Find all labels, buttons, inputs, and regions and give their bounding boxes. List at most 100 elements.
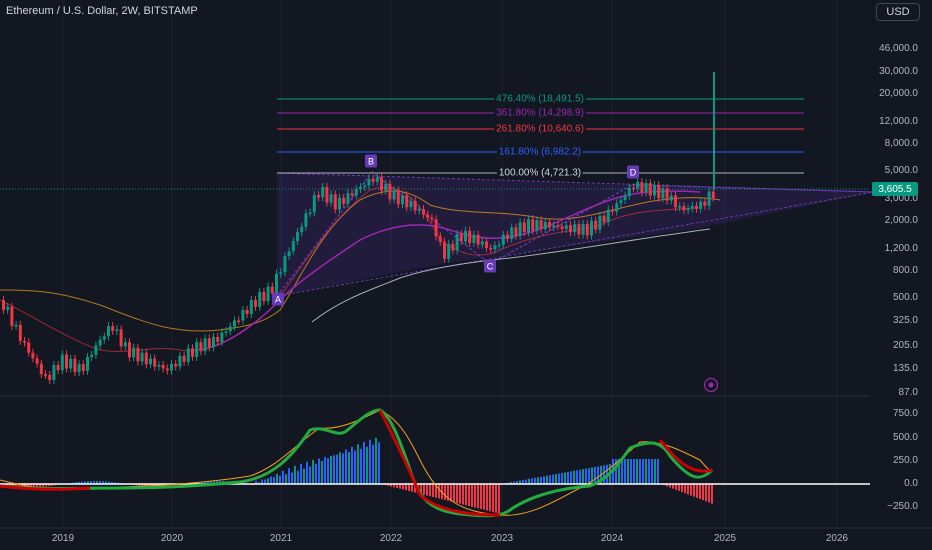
candle-body [401,195,404,205]
histogram-bar [39,484,41,487]
candle-body [632,187,635,190]
histogram-bar [171,484,173,487]
candle-body [39,363,43,375]
candle-body [233,320,236,327]
price-tick: 500.0 [892,292,918,303]
histogram-bar [669,484,671,488]
candle-body [249,299,253,314]
histogram-bar [378,442,380,484]
candle-body [140,352,144,362]
histogram-bar [327,458,329,484]
histogram-bar [369,439,371,484]
histogram-bar [624,459,626,484]
histogram-bar [465,484,467,506]
histogram-bar [642,459,644,484]
candle-body [207,338,211,348]
histogram-bar [291,472,293,484]
price-tick: 30,000.0 [879,66,918,77]
histogram-bar [294,465,296,484]
histogram-bar [546,475,548,484]
histogram-bar [84,481,86,484]
candle-body [359,187,362,190]
candle-body [447,243,451,259]
histogram-bar [492,484,494,512]
candle-body [476,234,480,245]
candle-body [275,273,278,294]
price-tick: 205.0 [892,340,918,351]
candle-body [354,189,358,196]
histogram-bar [429,484,431,497]
candle-body [283,256,287,273]
time-tick: 2024 [600,533,624,544]
candle-body [132,347,136,358]
histogram-bar [87,481,89,484]
histogram-bar [333,455,335,484]
histogram-bar [636,459,638,484]
candle-body [346,193,350,204]
wave-point-a[interactable]: A [272,292,284,306]
histogram-bar [147,484,149,487]
histogram-bar [270,476,272,484]
fib-label[interactable]: 100.00% (4,721.3) [496,167,584,179]
histogram-bar [48,484,50,487]
fib-label[interactable]: 361.80% (14,298.9) [494,107,586,119]
candle-body [115,329,119,331]
macd-line [0,408,714,518]
wave-point-c[interactable]: C [484,259,496,273]
candle-body [661,188,665,199]
candle-body [170,364,173,371]
histogram-bar [345,449,347,484]
histogram-bar [477,484,479,509]
price-tick: 46,000.0 [879,43,918,54]
crosshair-target-icon[interactable] [703,377,719,393]
candle-body [241,309,245,321]
candle-body [703,201,707,206]
candle-body [464,230,467,242]
histogram-bar [684,484,686,494]
histogram-bar [654,459,656,484]
fib-label[interactable]: 261.80% (10,640.6) [494,123,586,135]
histogram-bar [711,484,713,504]
triangle-pattern[interactable] [277,173,874,296]
histogram-bar [456,484,458,503]
histogram-bar [51,484,53,486]
histogram-bar [261,479,263,484]
histogram-bar [543,476,545,484]
wave-point-b[interactable]: B [365,154,377,168]
currency-button[interactable]: USD [876,3,920,21]
candle-body [657,185,661,199]
fib-label[interactable]: 161.80% (6,982.2) [496,146,584,158]
histogram-bar [549,475,551,484]
candle-body [417,209,421,211]
time-tick: 2026 [825,533,849,544]
candle-body [409,200,413,208]
candle-body [119,329,123,347]
candle-body [107,326,110,337]
candle-body [245,309,249,314]
histogram-bar [99,481,101,484]
histogram-bar [321,461,323,484]
candle-body [6,306,10,310]
candle-body [258,291,262,307]
histogram-bar [510,482,512,484]
histogram-bar [108,481,110,484]
wave-point-d[interactable]: D [627,165,639,179]
fib-label[interactable]: 476.40% (18,491.5) [494,93,586,105]
candle-body [711,191,715,198]
candle-body [69,358,73,369]
candle-body [413,200,417,211]
candle-body [65,354,68,369]
histogram-bar [42,484,44,487]
candle-body [174,364,178,367]
chart-title[interactable]: Ethereum / U.S. Dollar, 2W, BITSTAMP [6,5,198,17]
histogram-bar [699,484,701,499]
histogram-bar [300,463,302,484]
histogram-bar [618,459,620,484]
candle-body [266,286,270,302]
price-tick: 1,200.0 [884,243,918,254]
histogram-bar [447,484,449,501]
histogram-bar [627,459,629,484]
candle-body [430,217,434,220]
histogram-bar [354,450,356,484]
